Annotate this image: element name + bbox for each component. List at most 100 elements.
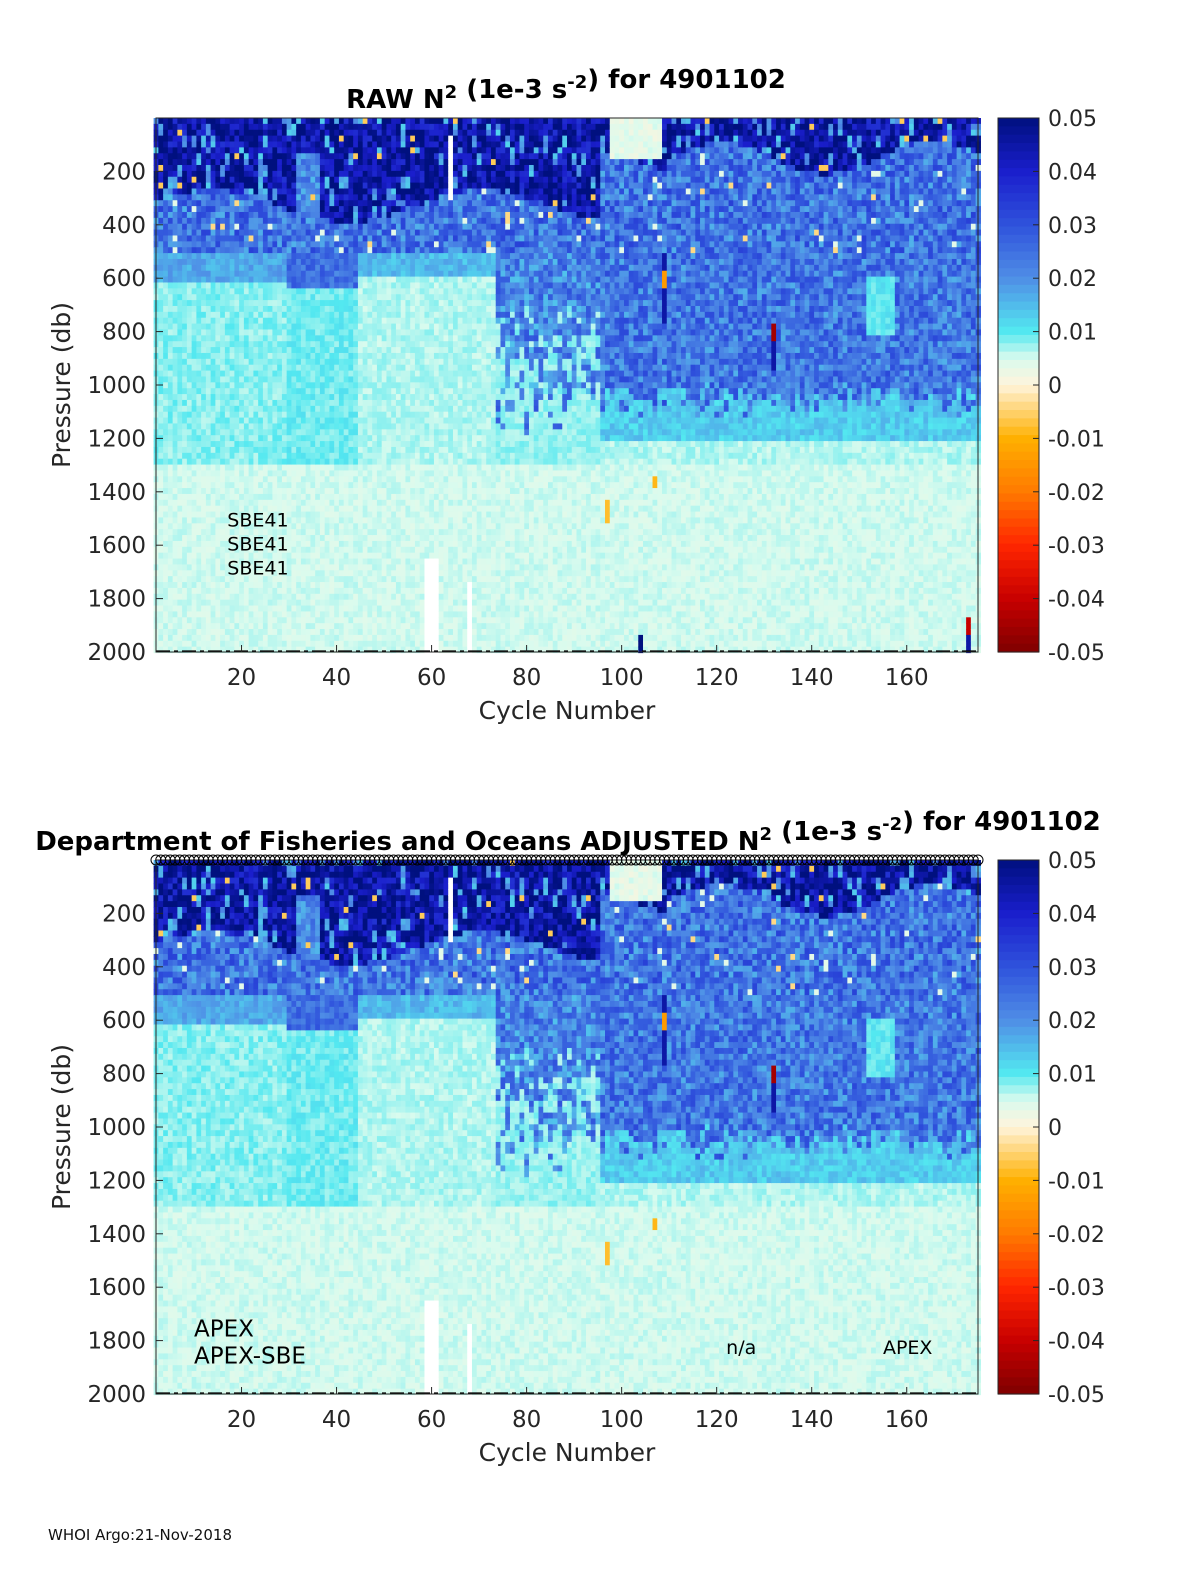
heatmap-cell: [300, 188, 307, 195]
heatmap-cell: [201, 341, 207, 348]
heatmap-cell: [182, 282, 188, 289]
heatmap-cell: [296, 617, 302, 624]
heatmap-cell: [338, 341, 345, 348]
heatmap-cell: [172, 182, 178, 190]
heatmap-cell: [338, 388, 345, 395]
heatmap-cell: [296, 223, 302, 231]
heatmap-cell: [410, 517, 416, 524]
heatmap-cell: [277, 423, 283, 430]
heatmap-cell: [381, 470, 388, 477]
heatmap-cell: [215, 394, 221, 401]
heatmap-cell: [367, 335, 373, 342]
heatmap-cell: [163, 493, 169, 501]
heatmap-cell: [286, 634, 293, 642]
heatmap-cell: [191, 611, 197, 618]
heatmap-cell: [329, 123, 335, 131]
heatmap-cell: [224, 147, 231, 154]
heatmap-cell: [267, 129, 274, 137]
heatmap-cell: [334, 511, 340, 519]
heatmap-cell: [315, 570, 321, 577]
heatmap-cell: [248, 599, 254, 607]
heatmap-cell: [343, 423, 350, 430]
heatmap-cell: [248, 270, 254, 278]
heatmap-cell: [386, 582, 392, 589]
heatmap-cell: [405, 376, 411, 383]
heatmap-cell: [376, 582, 383, 589]
heatmap-cell: [367, 253, 373, 260]
heatmap-cell: [201, 435, 207, 442]
heatmap-cell: [234, 223, 240, 231]
heatmap-cell: [296, 429, 302, 436]
heatmap-cell: [296, 417, 302, 425]
heatmap-cell: [315, 188, 321, 195]
heatmap-cell: [296, 294, 302, 301]
heatmap-cell: [348, 458, 354, 466]
heatmap-cell: [224, 564, 231, 571]
heatmap-cell: [410, 264, 416, 272]
heatmap-cell: [243, 258, 250, 266]
heatmap-cell: [272, 182, 278, 190]
heatmap-cell: [229, 300, 235, 307]
heatmap-cell: [205, 493, 212, 501]
heatmap-cell: [310, 582, 316, 589]
heatmap-cell: [239, 394, 245, 401]
heatmap-cell: [334, 493, 340, 501]
heatmap-cell: [357, 423, 364, 430]
heatmap-cell: [205, 446, 212, 454]
heatmap-cell: [395, 429, 402, 436]
heatmap-cell: [229, 564, 235, 571]
heatmap-cell: [281, 370, 288, 378]
heatmap-cell: [315, 182, 321, 190]
heatmap-cell: [262, 270, 269, 278]
heatmap-cell: [300, 276, 307, 284]
heatmap-cell: [277, 182, 283, 190]
heatmap-cell: [196, 511, 202, 519]
heatmap-cell: [372, 135, 378, 143]
heatmap-cell: [395, 200, 402, 207]
heatmap-cell: [234, 623, 240, 630]
heatmap-cell: [296, 640, 302, 648]
heatmap-cell: [172, 470, 178, 477]
heatmap-cell: [167, 464, 174, 472]
heatmap-cell: [272, 341, 278, 348]
heatmap-cell: [205, 311, 212, 319]
heatmap-cell: [177, 364, 183, 372]
heatmap-cell: [210, 376, 216, 383]
heatmap-cell: [167, 605, 174, 613]
heatmap-cell: [248, 329, 254, 336]
heatmap-cell: [400, 617, 407, 624]
heatmap-cell: [258, 441, 264, 448]
heatmap-cell: [234, 617, 240, 624]
heatmap-cell: [391, 493, 397, 501]
heatmap-cell: [367, 634, 373, 642]
heatmap-cell: [210, 452, 216, 460]
heatmap-cell: [357, 640, 364, 648]
heatmap-cell: [310, 405, 316, 413]
heatmap-cell: [177, 505, 183, 513]
heatmap-cell: [343, 311, 350, 319]
heatmap-cell: [291, 552, 297, 560]
heatmap-cell: [253, 164, 259, 172]
heatmap-cell: [381, 582, 388, 589]
heatmap-cell: [172, 446, 178, 454]
heatmap-cell: [205, 141, 212, 148]
heatmap-cell: [253, 176, 259, 184]
heatmap-cell: [215, 159, 221, 166]
heatmap-cell: [220, 423, 226, 430]
heatmap-cell: [167, 570, 174, 577]
heatmap-cell: [334, 276, 340, 284]
heatmap-cell: [262, 552, 269, 560]
heatmap-cell: [367, 523, 373, 530]
heatmap-cell: [305, 229, 312, 237]
heatmap-cell: [305, 587, 312, 595]
heatmap-cell: [324, 288, 331, 295]
heatmap-cell: [296, 623, 302, 630]
heatmap-cell: [267, 640, 274, 648]
heatmap-cell: [286, 517, 293, 524]
heatmap-cell: [239, 153, 245, 160]
heatmap-cell: [163, 593, 169, 601]
heatmap-cell: [338, 323, 345, 331]
heatmap-cell: [353, 370, 359, 378]
heatmap-cell: [177, 223, 183, 231]
heatmap-cell: [277, 511, 283, 519]
